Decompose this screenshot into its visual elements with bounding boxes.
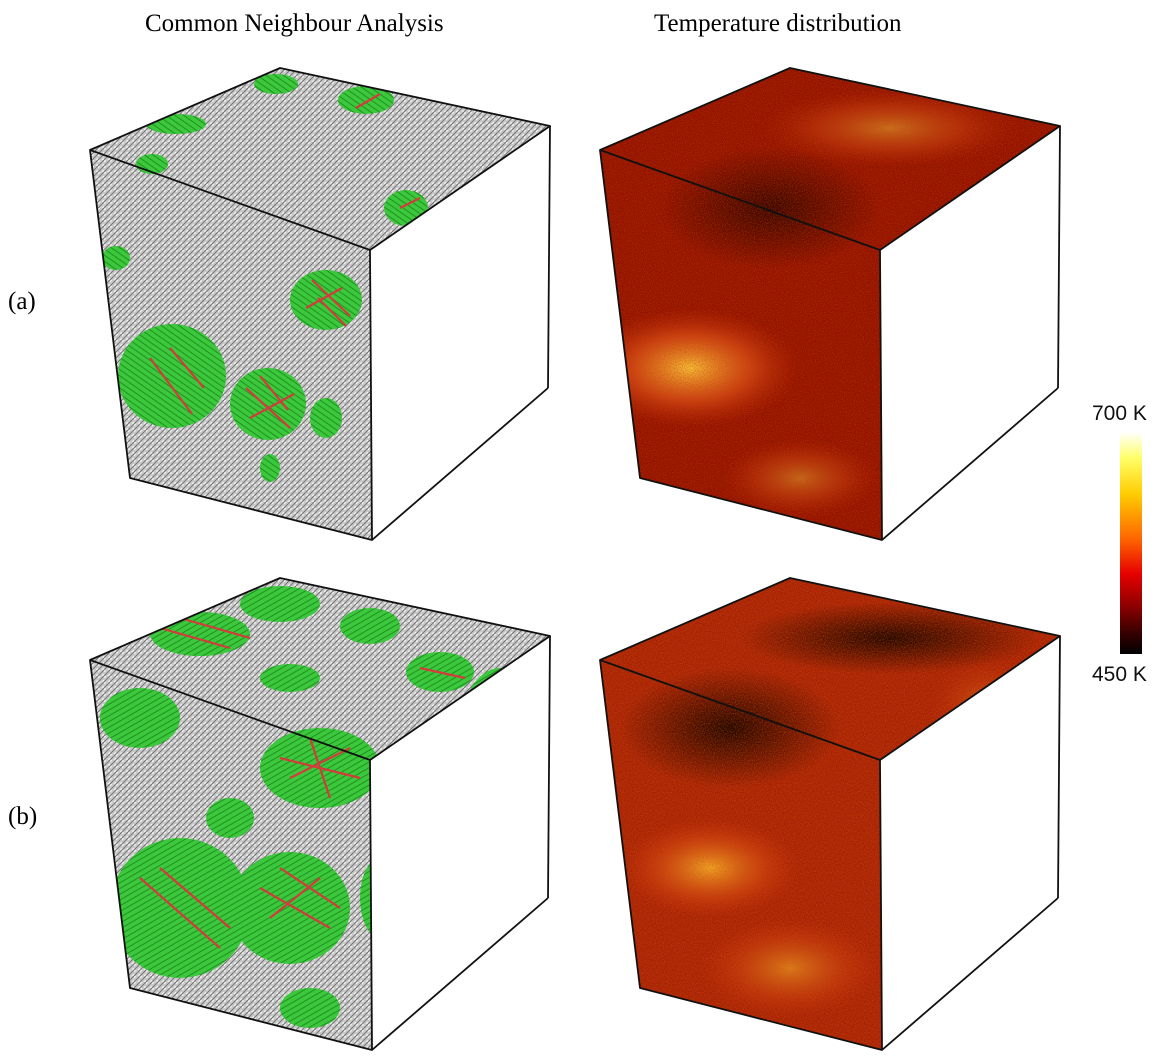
row-label-b: (b) (8, 803, 38, 830)
colorbar-max-label: 700 K (1092, 402, 1147, 425)
colorbar-min-label: 450 K (1092, 663, 1147, 686)
cube-b-cna (89, 577, 551, 1051)
cna-column-header: Common Neighbour Analysis (145, 10, 444, 37)
cube-a-temperature (599, 67, 1061, 541)
temperature-column-header: Temperature distribution (654, 10, 902, 37)
row-label-a: (a) (8, 288, 36, 315)
cube-b-temperature (599, 577, 1061, 1051)
cube-a-cna (89, 67, 551, 541)
temperature-colorbar (1120, 432, 1142, 654)
